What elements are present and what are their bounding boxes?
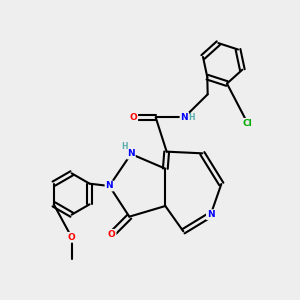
- Text: N: N: [207, 210, 214, 219]
- Text: N: N: [106, 182, 113, 190]
- Text: O: O: [130, 113, 137, 122]
- Text: Cl: Cl: [243, 119, 253, 128]
- Text: N: N: [127, 149, 135, 158]
- Text: N: N: [181, 113, 188, 122]
- Text: H: H: [189, 113, 195, 122]
- Text: H: H: [121, 142, 128, 151]
- Text: O: O: [68, 233, 76, 242]
- Text: O: O: [108, 230, 116, 239]
